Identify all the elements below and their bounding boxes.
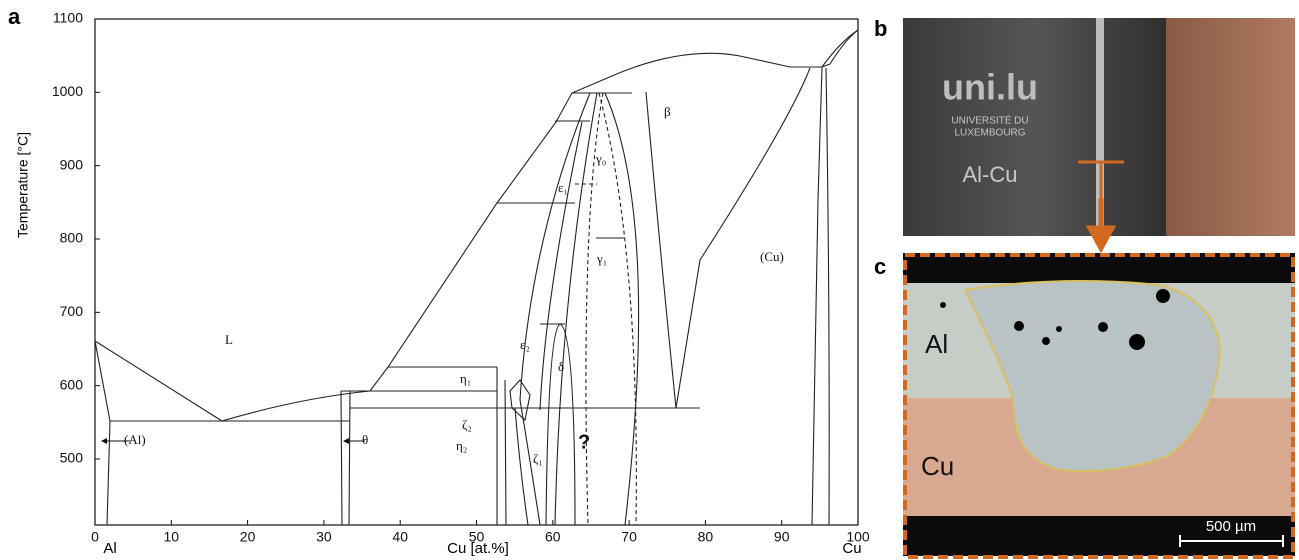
sample-photo: uni.lu UNIVERSITÉ DU LUXEMBOURG Al-Cu bbox=[903, 18, 1295, 248]
panel-label: b bbox=[874, 16, 887, 41]
y-tick-label: 800 bbox=[60, 230, 84, 246]
phase-label: β bbox=[664, 104, 671, 119]
phase-label: L bbox=[225, 332, 233, 347]
x-tick-label: 0 bbox=[91, 529, 99, 545]
phase-lines bbox=[95, 30, 858, 525]
al-plate bbox=[903, 18, 1166, 236]
plot-frame bbox=[95, 19, 858, 525]
cross-section: Al Cu 500 µm bbox=[903, 253, 1295, 557]
phase-label: η₁ bbox=[460, 371, 471, 386]
scale-label: 500 µm bbox=[1206, 518, 1256, 535]
pore bbox=[1056, 326, 1062, 332]
phase-label: ε₁ bbox=[558, 180, 568, 195]
phase-label: γ₀ bbox=[595, 151, 606, 166]
x-tick-label: 40 bbox=[392, 529, 408, 545]
phase-label: ε₂ bbox=[520, 337, 530, 352]
logo: uni.lu bbox=[942, 67, 1038, 108]
y-tick-label: 600 bbox=[60, 376, 84, 392]
phase-label: ζ₁ bbox=[533, 451, 543, 466]
x-tick-label: 60 bbox=[545, 529, 561, 545]
y-tick-label: 1000 bbox=[52, 83, 83, 99]
phase-label: γ₁ bbox=[596, 251, 607, 266]
x-tick-label: 30 bbox=[316, 529, 332, 545]
x-tick-label: 70 bbox=[621, 529, 637, 545]
figure: a L (Al) θ η₁ bbox=[0, 0, 1299, 560]
y-tick-label: 900 bbox=[60, 156, 84, 172]
cu-plate bbox=[1166, 18, 1295, 236]
region-label: Cu bbox=[921, 451, 954, 481]
x-tick-label: 90 bbox=[774, 529, 790, 545]
pore bbox=[1042, 337, 1050, 345]
x-end-label: Al bbox=[103, 540, 116, 557]
phase-label: (Cu) bbox=[760, 249, 784, 264]
phase-label: η₂ bbox=[456, 438, 467, 453]
logo-caption: LUXEMBOURG bbox=[954, 128, 1025, 139]
pore bbox=[940, 302, 946, 308]
x-tick-label: 10 bbox=[164, 529, 180, 545]
x-tick-label: 80 bbox=[698, 529, 714, 545]
sample-text: Al-Cu bbox=[962, 162, 1017, 187]
x-tick-label: 20 bbox=[240, 529, 256, 545]
panel-label: a bbox=[8, 4, 21, 29]
y-tick-label: 700 bbox=[60, 303, 84, 319]
phase-diagram: L (Al) θ η₁ η₂ ζ₂ ζ₁ ε₁ ε₂ δ γ₀ γ₁ β (Cu… bbox=[15, 10, 870, 557]
x-end-label: Cu bbox=[842, 540, 861, 557]
region-label: Al bbox=[925, 329, 948, 359]
pore bbox=[1129, 334, 1145, 350]
y-tick-label: 1100 bbox=[53, 10, 83, 26]
y-tick-label: 500 bbox=[60, 450, 84, 466]
phase-label: ? bbox=[578, 431, 590, 453]
phase-label: (Al) bbox=[124, 432, 146, 447]
pore bbox=[1098, 322, 1108, 332]
phase-label: θ bbox=[362, 432, 368, 447]
logo-caption: UNIVERSITÉ DU bbox=[951, 114, 1028, 127]
pore bbox=[1156, 289, 1170, 303]
pore bbox=[1014, 321, 1024, 331]
y-axis-label: Temperature [°C] bbox=[15, 132, 31, 238]
phase-label: ζ₂ bbox=[462, 417, 472, 432]
x-axis-label: Cu [at.%] bbox=[447, 540, 509, 557]
phase-label: δ bbox=[558, 359, 564, 374]
panel-label: c bbox=[874, 254, 886, 279]
